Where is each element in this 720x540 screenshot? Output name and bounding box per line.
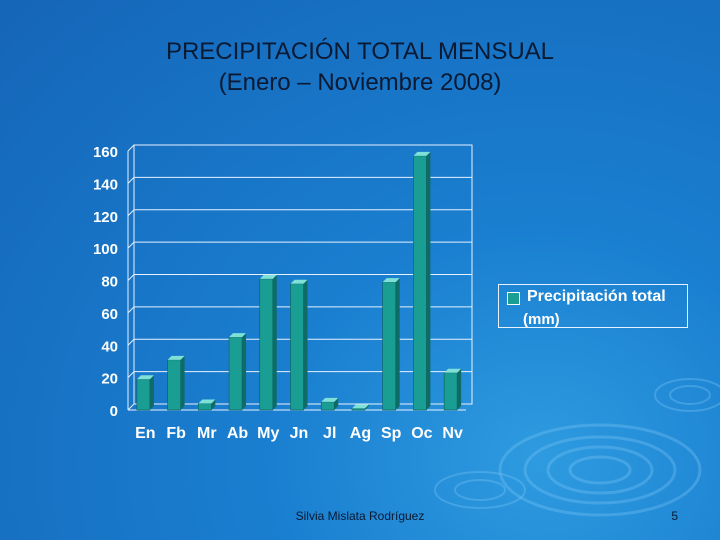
bar-side [364, 404, 369, 410]
y-tick-label: 20 [101, 371, 118, 388]
bar-side [426, 151, 431, 410]
gridline-depth [127, 306, 135, 314]
y-tick-label: 100 [93, 241, 118, 258]
y-tick-label: 40 [101, 338, 118, 355]
x-tick-label: Jn [290, 425, 309, 442]
y-tick-label: 0 [110, 403, 118, 420]
bar [259, 278, 274, 411]
bar-top [167, 355, 185, 360]
gridline-depth [127, 371, 135, 378]
bar [382, 281, 396, 411]
bar [167, 359, 181, 411]
y-tick-label: 120 [93, 209, 118, 226]
bar [290, 283, 304, 411]
bar-top [290, 279, 308, 284]
bar-side [457, 368, 462, 410]
bar-side [303, 279, 308, 410]
x-tick-label: My [257, 425, 279, 442]
bar-side [242, 333, 247, 410]
chart-legend: Precipitación total (mm) [498, 284, 688, 328]
legend-swatch [507, 292, 520, 305]
x-tick-label: Ab [227, 425, 249, 442]
x-tick-label: Jl [323, 425, 336, 442]
bar-top [444, 368, 462, 373]
bar [198, 403, 212, 411]
legend-label: Precipitación total [527, 288, 666, 305]
bar-side [334, 397, 339, 410]
bar-top [382, 278, 400, 283]
bar [320, 401, 335, 411]
bar-side [272, 274, 277, 410]
bar-side [180, 355, 185, 410]
title-line-2: (Enero – Noviembre 2008) [218, 69, 502, 96]
bar-side [149, 375, 154, 410]
bar-top [413, 151, 431, 156]
legend-unit: (mm) [523, 311, 560, 328]
x-tick-label: Nv [442, 425, 463, 442]
page-number: 5 [671, 509, 678, 523]
x-tick-label: Oc [411, 425, 432, 442]
bar-top [229, 333, 247, 338]
x-tick-label: Ag [350, 425, 371, 442]
y-tick-label: 60 [101, 306, 118, 323]
bar-side [395, 278, 400, 410]
bar-top [259, 274, 277, 279]
x-tick-label: Fb [166, 425, 186, 442]
bar [228, 336, 243, 411]
y-tick-label: 80 [101, 274, 118, 291]
gridline-depth [127, 241, 135, 249]
bar-top [198, 399, 216, 404]
gridline-depth [127, 144, 135, 152]
gridline-depth [127, 338, 135, 346]
gridline-depth [127, 209, 135, 217]
slide-title: PRECIPITACIÓN TOTAL MENSUAL (Enero – Nov… [0, 36, 720, 98]
bar-side [211, 399, 216, 410]
y-tick-label: 140 [93, 176, 118, 193]
gridline-depth [127, 274, 135, 281]
bar-top [321, 397, 339, 402]
y-tick-label: 160 [93, 144, 118, 161]
title-line-1: PRECIPITACIÓN TOTAL MENSUAL [165, 38, 555, 65]
bar [413, 155, 427, 411]
bar-top [351, 404, 369, 409]
bar [443, 372, 458, 411]
gridline-depth [127, 403, 135, 411]
x-tick-label: Mr [197, 425, 217, 442]
bar-top [136, 375, 154, 380]
bar [351, 408, 366, 411]
slide-footer: Silvia Mislata Rodríguez [295, 509, 425, 523]
x-tick-label: En [135, 425, 155, 442]
gridline-depth [127, 177, 135, 184]
x-tick-label: Sp [381, 425, 402, 442]
bar [136, 378, 151, 411]
